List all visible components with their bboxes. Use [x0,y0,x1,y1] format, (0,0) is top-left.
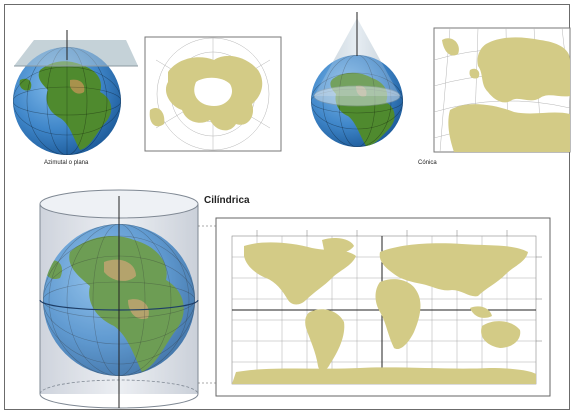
cylindrical-map [215,217,551,397]
azimuthal-map [144,36,282,152]
azimuthal-globe [13,30,138,155]
cylindrical-title: Cilíndrica [204,195,250,206]
cylindrical-globe [39,189,199,409]
azimuthal-caption: Azimutal o plana [44,160,89,166]
conic-map [433,27,571,153]
conic-caption: Cónica [418,160,437,166]
conic-globe [311,12,403,147]
